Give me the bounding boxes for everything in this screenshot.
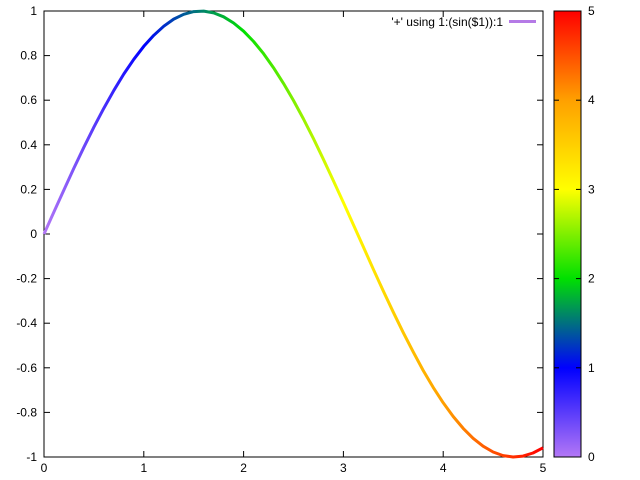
y-tick-label: 0.6 — [20, 93, 37, 107]
x-tick-label: 5 — [540, 461, 547, 475]
colorbar-tick-label: 1 — [588, 361, 595, 375]
colorbar-tick-label: 2 — [588, 272, 595, 286]
colorbar — [553, 10, 582, 458]
sine-curve — [42, 9, 544, 459]
colorbar-tick-label: 5 — [588, 4, 595, 18]
colorbar-tick-label: 3 — [588, 182, 595, 196]
x-tick-label: 3 — [340, 461, 347, 475]
x-tick-label: 1 — [140, 461, 147, 475]
y-tick-label: -1 — [26, 450, 37, 464]
plot-border — [43, 10, 544, 458]
y-tick-label: -0.2 — [16, 272, 37, 286]
plot-generated: 0 1 2 3 4 5 -1 -0.8 -0.6 -0.4 -0.2 0 0.2 0.4 0.6 0.8 1 0 1… — [16, 4, 595, 475]
y-tick-label: -0.4 — [16, 316, 37, 330]
y-tick-label: 0.4 — [20, 138, 37, 152]
x-tick-label: 0 — [41, 461, 48, 475]
y-tick-label: 0 — [30, 227, 37, 241]
y-tick-label: 0.8 — [20, 49, 37, 63]
legend: '+' using 1:(sin($1)):1 — [391, 15, 536, 29]
legend-label: '+' using 1:(sin($1)):1 — [391, 15, 503, 29]
y-tick-label: 1 — [30, 4, 37, 18]
x-tick-label: 2 — [240, 461, 247, 475]
y-tick-label: 0.2 — [20, 182, 37, 196]
y-tick-label: -0.6 — [16, 361, 37, 375]
colorbar-tick-label: 0 — [588, 450, 595, 464]
colorbar-tick-label: 4 — [588, 93, 595, 107]
x-tick-label: 4 — [440, 461, 447, 475]
y-tick-label: -0.8 — [16, 405, 37, 419]
